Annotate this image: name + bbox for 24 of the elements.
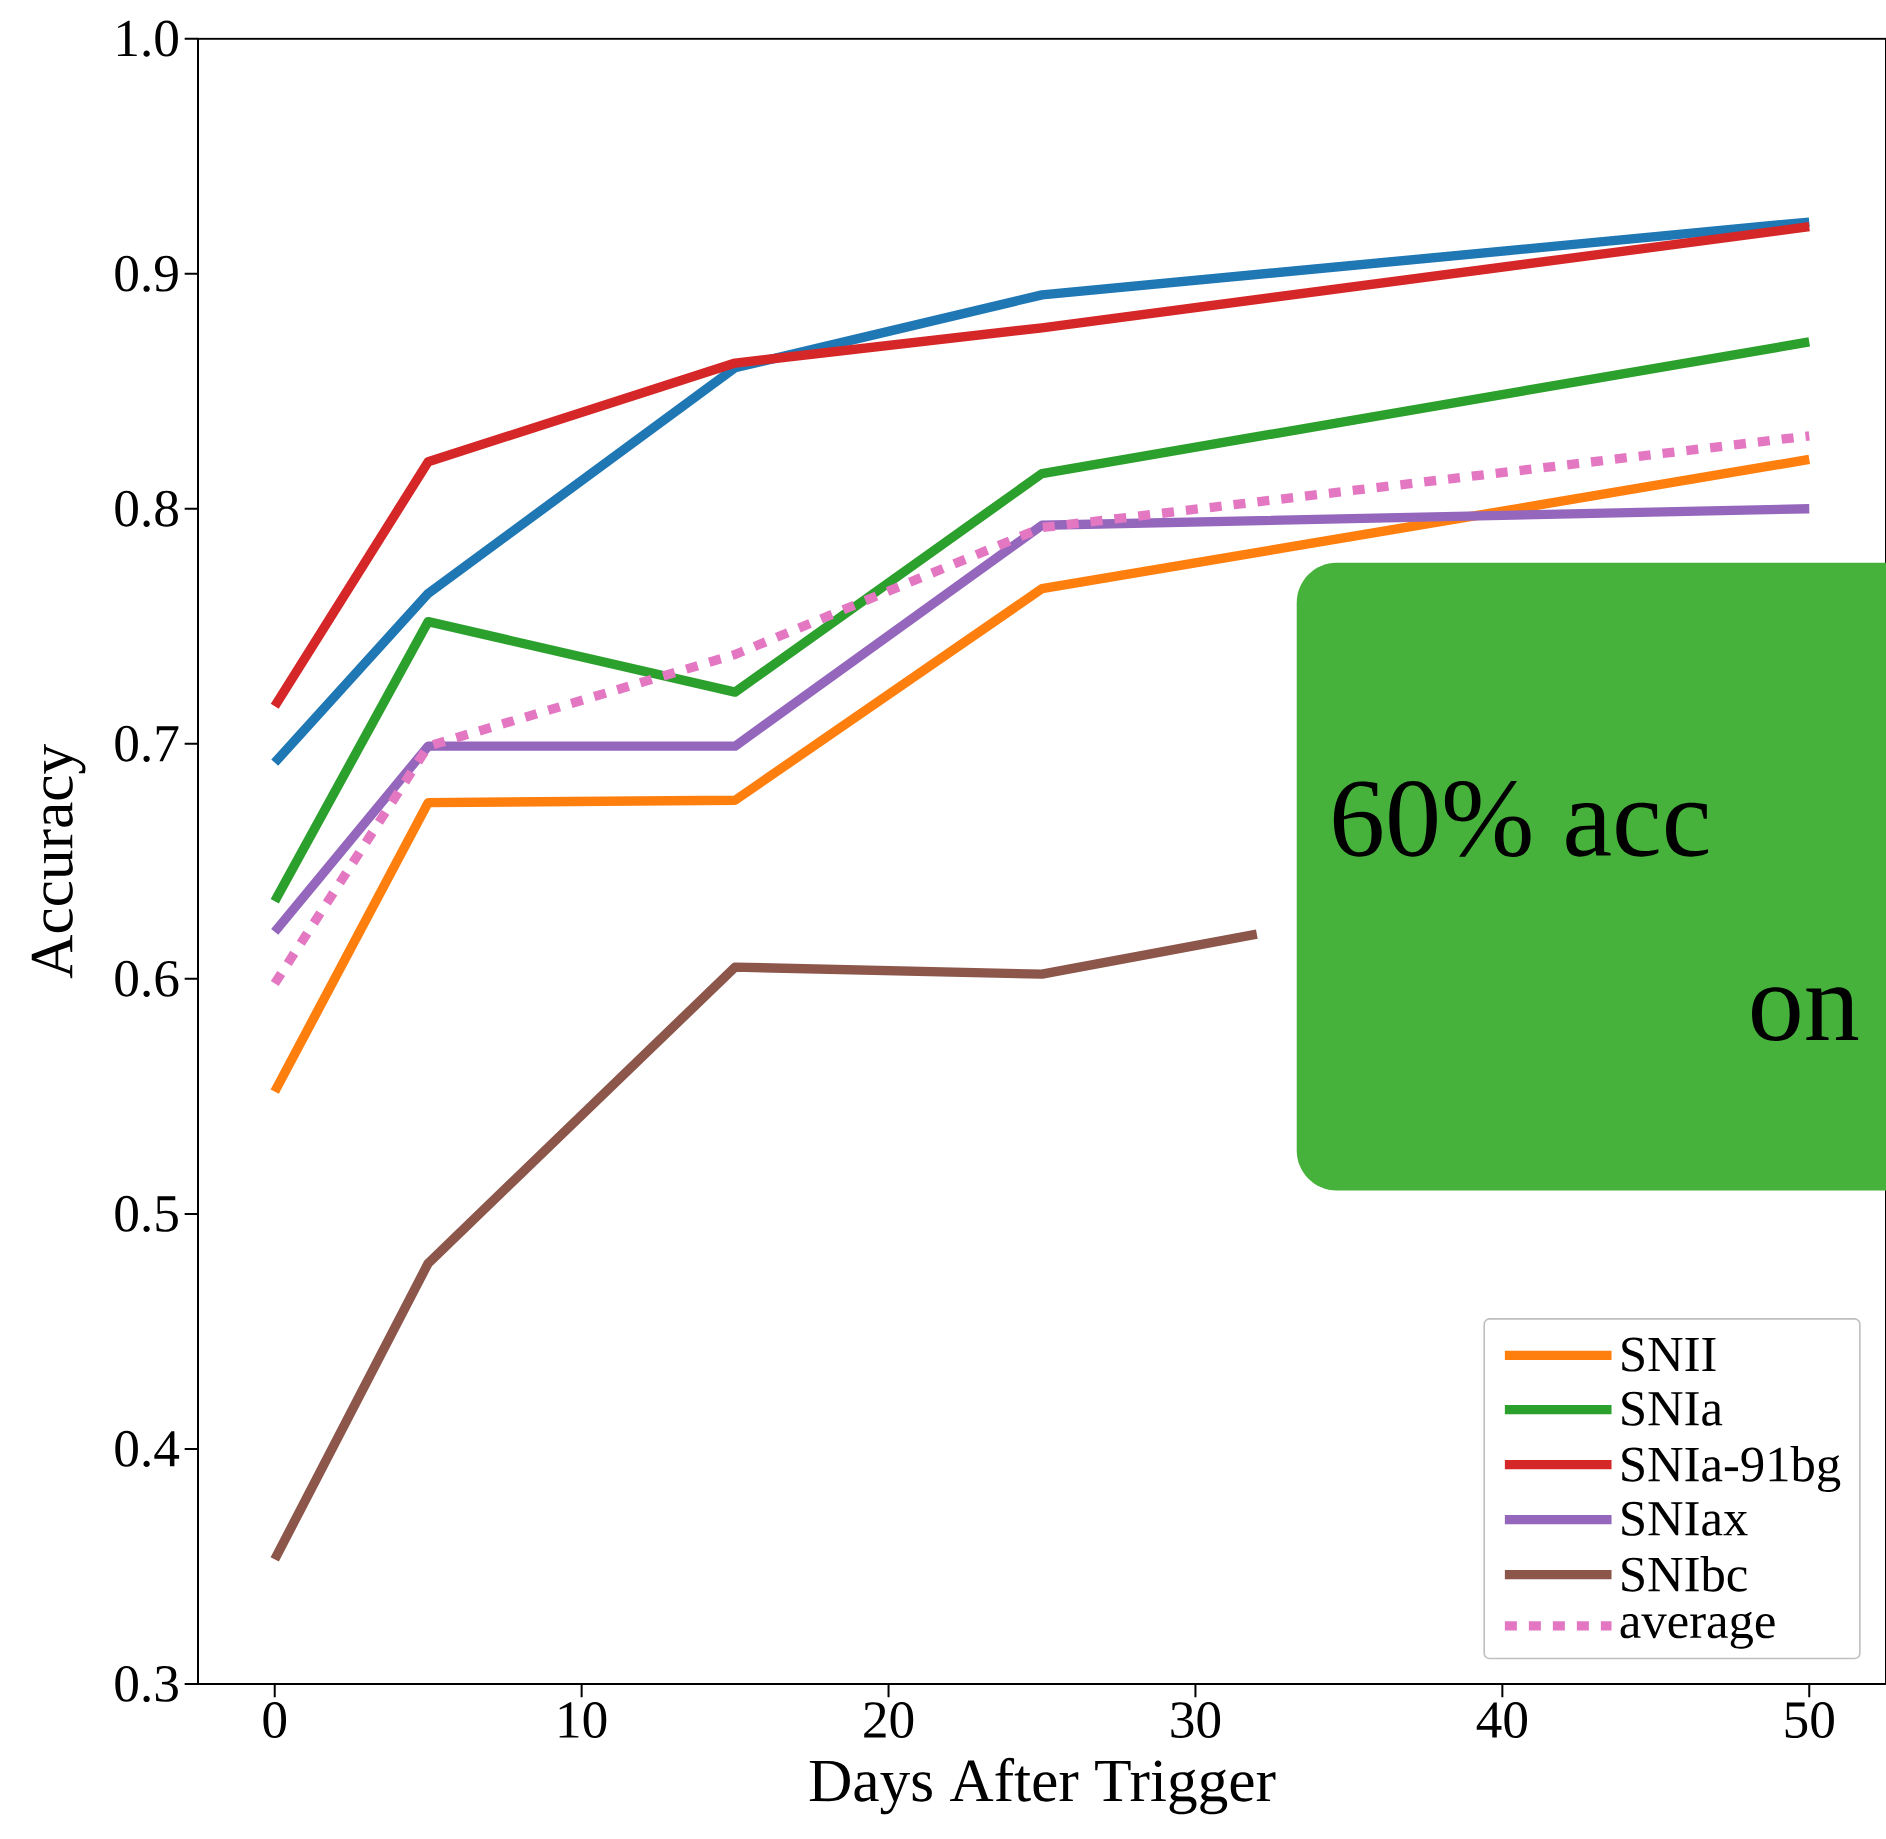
legend-label: average — [1620, 1612, 1775, 1649]
y-tick-label: 0.5 — [115, 1195, 178, 1233]
x-tick-label: 20 — [864, 1702, 914, 1739]
y-tick-label: 0.8 — [115, 490, 178, 528]
legend-label: SNIa — [1622, 1391, 1723, 1426]
x-tick-label: 40 — [1476, 1702, 1527, 1739]
x-tick-label: 50 — [1785, 1702, 1834, 1739]
legend-label: SNIa-91bg — [1622, 1446, 1841, 1493]
y-axis-title: Accuracy — [31, 744, 86, 979]
legend-label: SNIbc — [1622, 1556, 1747, 1592]
y-tick-label: 0.6 — [115, 960, 179, 998]
y-tick-label: 0.7 — [115, 725, 179, 763]
x-tick-label: 30 — [1171, 1702, 1221, 1739]
x-tick-label: 10 — [559, 1702, 607, 1739]
legend-label: SNII — [1622, 1337, 1716, 1372]
legend-label: SNIax — [1622, 1501, 1748, 1537]
y-tick-label: 0.4 — [115, 1431, 180, 1468]
y-tick-label: 0.3 — [115, 1666, 178, 1703]
y-tick-label: 0.9 — [115, 255, 178, 293]
x-tick-label: 0 — [263, 1702, 287, 1739]
annotation: on — [1752, 987, 1859, 1042]
annotation: 60% acc — [1333, 781, 1709, 858]
y-tick-label: 1.0 — [117, 20, 178, 57]
x-axis-title: Days After Trigger — [809, 1758, 1276, 1815]
